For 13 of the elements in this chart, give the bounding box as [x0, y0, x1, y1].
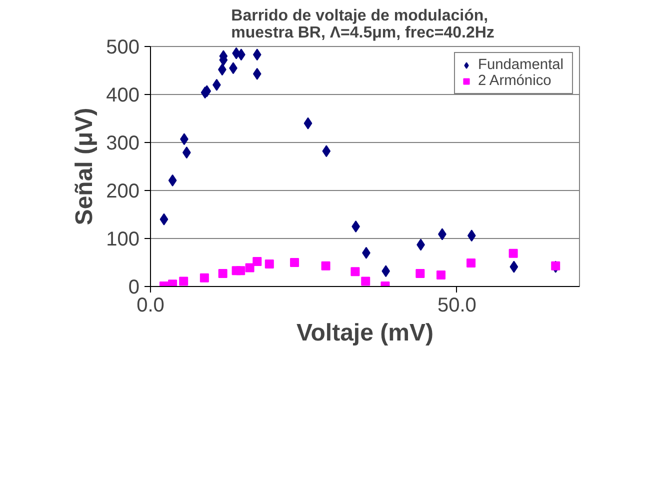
y-axis-title: Señal (μV)	[71, 108, 98, 226]
x-tick-label: 50.0	[437, 294, 476, 316]
chart-title: Barrido de voltaje de modulación, muestra BR, Λ=4.5μm, frec=40.2Hz	[231, 8, 494, 42]
y-tick-label: 500	[106, 36, 140, 58]
y-tick-label: 100	[106, 228, 140, 250]
x-tick-label: 0.0	[136, 294, 164, 316]
x-axis-title: Voltaje (mV)	[296, 320, 434, 346]
legend-label: 2 Armónico	[478, 73, 552, 89]
legend-label: Fundamental	[478, 57, 565, 73]
y-tick-label: 300	[106, 132, 140, 154]
y-tick-label: 200	[106, 180, 140, 202]
y-tick-label: 400	[106, 84, 140, 106]
y-tick-label: 0	[128, 276, 140, 298]
